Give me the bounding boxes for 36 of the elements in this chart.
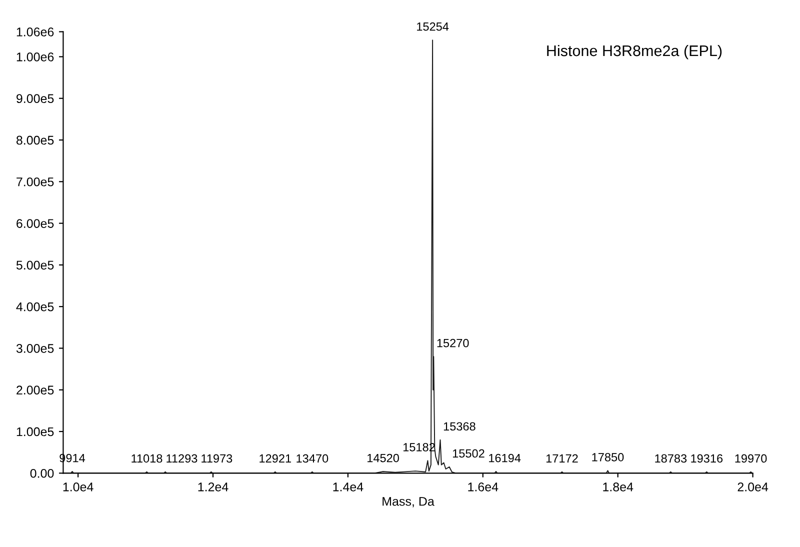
annotation: 19970	[735, 454, 767, 463]
x-axis-title: Mass, Da	[382, 497, 434, 508]
annotation: 14520	[368, 454, 399, 462]
y-tick-label: 4.00e5	[16, 302, 54, 312]
x-tick-label: 1.2e4	[198, 482, 228, 492]
annotation: 11973	[202, 454, 232, 463]
annotation: 15502	[452, 449, 484, 458]
x-tick-label: 1.6e4	[468, 482, 498, 492]
x-tick-label: 1.0e4	[63, 482, 94, 492]
y-tick-label: 8.00e5	[16, 136, 54, 145]
y-tick-label: 7.00e5	[16, 177, 54, 186]
text: Histone H3R8me2a (EPL)	[547, 44, 722, 60]
annotation: 17172	[546, 454, 578, 463]
annotation: 15270	[437, 338, 469, 348]
annotation: 11018	[132, 454, 162, 463]
y-tick-label: 2.00e5	[16, 386, 54, 395]
y-tick-label: 6.00e5	[16, 219, 54, 228]
x-tick-label: 2.0e4	[738, 482, 768, 492]
annotation: 18783	[655, 454, 687, 463]
y-tick-label: 1.06e6	[16, 28, 54, 36]
annotation: 15254	[417, 22, 449, 31]
annotation: 15368	[444, 422, 476, 431]
y-tick-label: 5.00e5	[16, 260, 54, 270]
annotation: 17850	[592, 453, 624, 462]
annotation: 19316	[691, 454, 723, 463]
y-tick-label: 3.00e5	[16, 344, 54, 353]
x-tick-label: 1.4e4	[333, 482, 364, 492]
annotation: 16194	[489, 454, 521, 462]
annotation: 11293	[166, 454, 198, 463]
y-tick-label: 9.00e5	[16, 94, 54, 104]
y-tick-label: 1.00e6	[16, 52, 54, 62]
annotation: 13470	[296, 454, 328, 463]
x-tick-label: 1.8e4	[603, 482, 634, 492]
y-tick-label: 0.00	[30, 468, 54, 478]
annotation: 12921	[260, 454, 291, 463]
y-tick-label: 1.00e5	[16, 427, 54, 436]
